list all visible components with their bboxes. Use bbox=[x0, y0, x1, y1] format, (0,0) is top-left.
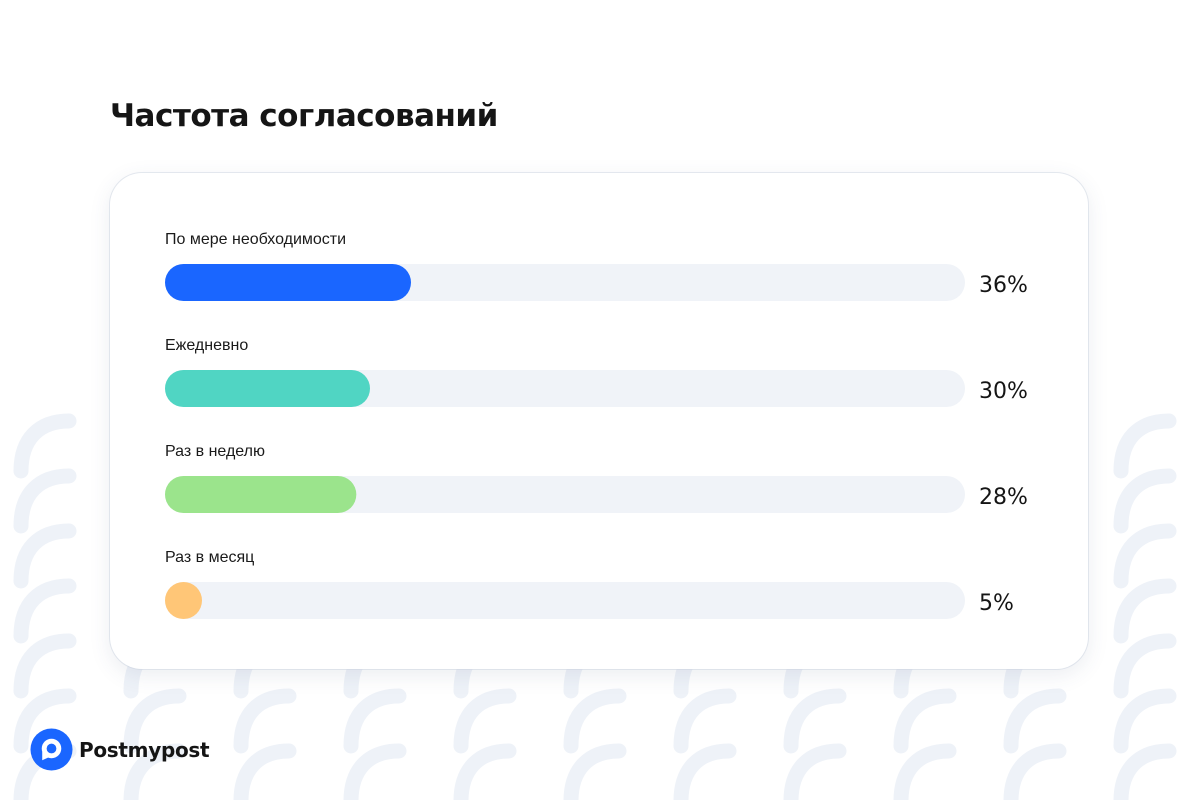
value-label: 30% bbox=[979, 379, 1028, 404]
bar bbox=[165, 476, 357, 513]
background-arc bbox=[673, 743, 737, 800]
chart-card: По мере необходимости 36% Ежедневно 30% Раз … bbox=[110, 173, 1088, 669]
brand-name: Postmypost bbox=[79, 737, 210, 762]
background-arc bbox=[893, 688, 957, 754]
background-arc bbox=[1113, 578, 1177, 644]
bar-track bbox=[165, 582, 965, 619]
background-arc bbox=[343, 743, 407, 800]
background-arc bbox=[563, 688, 627, 754]
value-label: 36% bbox=[979, 273, 1028, 298]
bar bbox=[165, 264, 411, 301]
page-title: Частота согласований bbox=[110, 98, 498, 134]
background-arc bbox=[13, 578, 77, 644]
background-arc bbox=[13, 523, 77, 589]
background-arc bbox=[673, 688, 737, 754]
category-label: По мере необходимости bbox=[165, 231, 346, 248]
background-arc bbox=[1113, 523, 1177, 589]
category-label: Раз в месяц bbox=[165, 549, 254, 566]
background-arc bbox=[783, 688, 847, 754]
background-arc bbox=[1003, 688, 1067, 754]
background-arc bbox=[123, 688, 187, 754]
bar-track bbox=[165, 476, 965, 513]
background-arc bbox=[893, 743, 957, 800]
background-arc bbox=[13, 633, 77, 699]
brand-logo: Postmypost bbox=[30, 728, 210, 771]
background-arc bbox=[343, 688, 407, 754]
background-arc bbox=[1003, 743, 1067, 800]
value-label: 28% bbox=[979, 485, 1028, 510]
background-arc bbox=[233, 688, 297, 754]
background-arc bbox=[13, 413, 77, 479]
background-arc bbox=[1113, 743, 1177, 800]
background-arc bbox=[453, 688, 517, 754]
background-arc bbox=[1113, 468, 1177, 534]
bar-chart: По мере необходимости 36% Ежедневно 30% Раз … bbox=[165, 231, 1028, 619]
background-arc bbox=[563, 743, 627, 800]
category-label: Ежедневно bbox=[165, 337, 248, 354]
background-arc bbox=[1113, 413, 1177, 479]
background-arc bbox=[233, 743, 297, 800]
background-arc bbox=[13, 468, 77, 534]
background-arc bbox=[1113, 633, 1177, 699]
category-label: Раз в неделю bbox=[165, 443, 265, 460]
background-arc bbox=[1113, 688, 1177, 754]
bar bbox=[165, 582, 202, 619]
value-label: 5% bbox=[979, 591, 1014, 616]
bar bbox=[165, 370, 370, 407]
background-arc bbox=[13, 688, 77, 754]
background-arc bbox=[783, 743, 847, 800]
postmypost-logo-icon bbox=[30, 728, 73, 771]
background-arc bbox=[123, 743, 187, 800]
background-arc bbox=[453, 743, 517, 800]
